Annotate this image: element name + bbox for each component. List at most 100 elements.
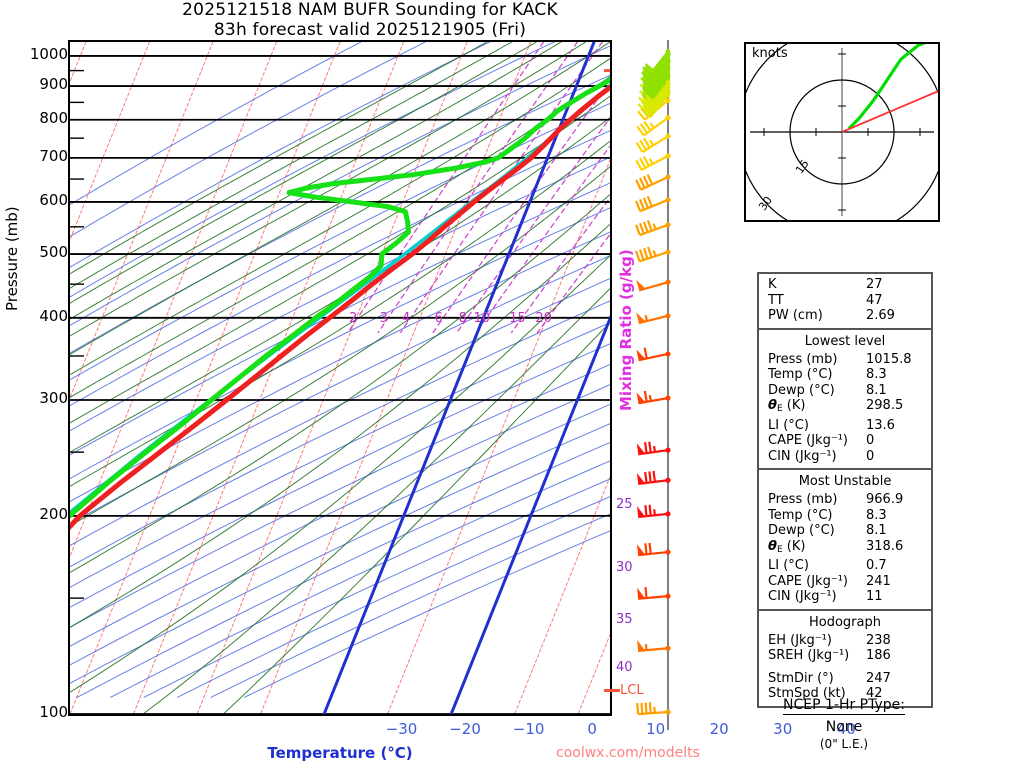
hodograph-stats-key: StmSpd (kt) — [768, 686, 846, 701]
temperature-axis: −30 −20 −10 0 10 20 30 40 — [0, 718, 856, 744]
svg-text:15: 15 — [793, 157, 812, 176]
watermark: coolwx.com/modelts — [556, 745, 700, 761]
lowest-level-value: 298.5 — [866, 398, 904, 413]
hodograph-stats-row: StmDir (°) 247 — [759, 671, 931, 687]
lowest-level-value: 0 — [866, 433, 875, 448]
most-unstable-row: CIN (Jkg⁻¹) 11 — [759, 589, 931, 605]
most-unstable-value: 8.1 — [866, 523, 887, 538]
hodograph-stats-heading: Hodograph — [809, 614, 881, 630]
most-unstable-key: CIN (Jkg⁻¹) — [768, 589, 837, 604]
lowest-level-value: 13.6 — [866, 417, 895, 433]
hodograph-units-label: knots — [752, 46, 788, 61]
wind-barbs — [635, 40, 671, 730]
lowest-level-key: CIN (Jkg⁻¹) — [768, 448, 837, 464]
svg-text:30: 30 — [756, 194, 775, 213]
pressure-tick-900: 900 — [39, 75, 68, 94]
hodograph-stats-rows: EH (Jkg⁻¹) 238 SREH (Jkg⁻¹) 186 StmDir (°) 24… — [759, 633, 931, 702]
lowest-level-value: 8.1 — [866, 382, 887, 398]
mixing-ratio-labels: 2 3 4 6 8 10 15 20 25 30 35 40 — [349, 311, 633, 675]
wind-barb-column — [620, 40, 720, 730]
temperature-tick-0: 0 — [587, 720, 597, 738]
lowest-level-section: Lowest level Press (mb) 1015.8 Temp (°C) 8.… — [759, 330, 931, 470]
hodograph-stats-key: EH (Jkg⁻¹) — [768, 632, 832, 648]
most-unstable-row: LI (°C) 0.7 — [759, 558, 931, 574]
lowest-level-row: θE (K) 298.5 — [759, 398, 931, 418]
most-unstable-key: Dewp (°C) — [768, 523, 835, 538]
pressure-tick-600: 600 — [39, 190, 68, 209]
indices-panel: K 27 TT 47 PW (cm) 2.69 Lowest level Press (m… — [757, 272, 933, 708]
most-unstable-row: θE (K) 318.6 — [759, 539, 931, 559]
most-unstable-key: CAPE (Jkg⁻¹) — [768, 573, 848, 589]
hodograph-stats-value: 42 — [866, 686, 883, 701]
chart-title-line1: 2025121518 NAM BUFR Sounding for KACK — [182, 0, 558, 20]
hodograph-stats-row: SREH (Jkg⁻¹) 186 — [759, 648, 931, 664]
pressure-tick-500: 500 — [39, 243, 68, 262]
most-unstable-value: 11 — [866, 589, 883, 604]
most-unstable-value: 241 — [866, 573, 891, 589]
mixing-ratio-tick-20: 20 — [535, 311, 552, 327]
pressure-tick-200: 200 — [39, 504, 68, 523]
most-unstable-key: LI (°C) — [768, 558, 809, 573]
most-unstable-value: 0.7 — [866, 558, 887, 573]
temperature-tick--30: −30 — [385, 720, 418, 738]
hodograph-stats-key: StmDir (°) — [768, 670, 834, 686]
ptype-value: None — [825, 719, 863, 735]
pressure-tick-400: 400 — [39, 306, 68, 325]
stability-row: TT 47 — [759, 293, 931, 309]
lowest-level-key: LI (°C) — [768, 417, 809, 433]
lowest-level-rows: Press (mb) 1015.8 Temp (°C) 8.3 Dewp (°C) 8.1… — [759, 352, 931, 465]
ptype-liquid-equivalent: (0" L.E.) — [819, 737, 869, 751]
lowest-level-row: Temp (°C) 8.3 — [759, 367, 931, 383]
pressure-tick-100: 100 — [39, 703, 68, 721]
ptype-panel: NCEP 1-Hr PType: None (0" L.E.) — [744, 694, 944, 751]
hodograph-stats-value: 186 — [866, 648, 891, 663]
pressure-tick-800: 800 — [39, 108, 68, 127]
pressure-axis: 100 200 300 400 500 600 700 800 900 1000 — [0, 0, 68, 768]
mixing-ratio-tick-2: 2 — [349, 311, 358, 327]
temperature-tick-30: 30 — [773, 720, 793, 738]
mixing-ratio-right-tick-40: 40 — [616, 660, 633, 675]
most-unstable-row: CAPE (Jkg⁻¹) 241 — [759, 574, 931, 590]
hodograph-plot: 153045 — [685, 0, 999, 289]
lowest-level-row: Dewp (°C) 8.1 — [759, 383, 931, 399]
temperature-tick-40: 40 — [836, 720, 856, 738]
lowest-level-key: CAPE (Jkg⁻¹) — [768, 433, 848, 448]
most-unstable-row: Press (mb) 966.9 — [759, 492, 931, 508]
lowest-level-value: 8.3 — [866, 367, 887, 382]
lowest-level-row: CAPE (Jkg⁻¹) 0 — [759, 433, 931, 449]
mixing-ratio-tick-15: 15 — [509, 311, 526, 327]
row-spacer — [759, 664, 931, 671]
most-unstable-row: Temp (°C) 8.3 — [759, 508, 931, 524]
most-unstable-section: Most Unstable Press (mb) 966.9 Temp (°C) 8.… — [759, 470, 931, 611]
hodograph-stats-key: SREH (Jkg⁻¹) — [768, 648, 850, 663]
stability-value: 27 — [866, 277, 883, 292]
hodograph-stats-value: 238 — [866, 632, 891, 648]
stability-rows: K 27 TT 47 PW (cm) 2.69 — [759, 277, 931, 324]
mixing-ratio-tick-3: 3 — [379, 311, 388, 327]
skewt-plot-area — [68, 40, 612, 716]
lcl-tick-marker — [604, 689, 620, 692]
temperature-tick-10: 10 — [646, 720, 666, 738]
stability-key: TT — [768, 292, 784, 308]
skewt-diagram — [70, 42, 610, 714]
hodograph-panel: knots 153045 — [685, 0, 999, 289]
stability-row: PW (cm) 2.69 — [759, 308, 931, 324]
ptype-heading: NCEP 1-Hr PType: — [783, 697, 905, 715]
most-unstable-value: 966.9 — [866, 492, 904, 507]
lowest-level-heading: Lowest level — [804, 333, 886, 349]
hodograph-stats-section: Hodograph EH (Jkg⁻¹) 238 SREH (Jkg⁻¹) 186 St… — [759, 611, 931, 706]
stability-value: 2.69 — [866, 308, 895, 323]
lowest-level-key: Press (mb) — [768, 351, 838, 367]
chart-title-block: 2025121518 NAM BUFR Sounding for KACK 83… — [0, 0, 740, 40]
lowest-level-key: Temp (°C) — [768, 367, 833, 382]
lowest-level-value: 0 — [866, 448, 875, 464]
lowest-level-key: Dewp (°C) — [768, 382, 835, 398]
most-unstable-rows: Press (mb) 966.9 Temp (°C) 8.3 Dewp (°C) 8.1 θ… — [759, 492, 931, 605]
mixing-ratio-right-tick-25: 25 — [616, 497, 633, 512]
temperature-tick--20: −20 — [449, 720, 481, 738]
most-unstable-key: θE (K) — [768, 538, 806, 555]
stability-key: K — [768, 277, 777, 292]
most-unstable-heading: Most Unstable — [798, 474, 892, 489]
mixing-ratio-tick-10: 10 — [473, 311, 491, 327]
mixing-ratio-right-tick-30: 30 — [616, 560, 633, 575]
